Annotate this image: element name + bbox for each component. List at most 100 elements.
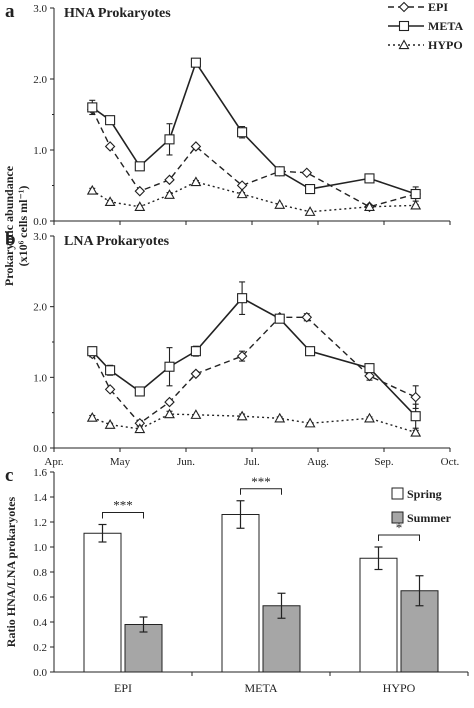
y-tick-label: 0.4 (33, 617, 47, 629)
category-epi: EPI *** (83, 498, 193, 695)
data-point (274, 412, 286, 423)
y-label-line1: Prokaryotic abundance (2, 165, 16, 286)
data-point (410, 188, 421, 200)
data-point (410, 426, 422, 437)
y-tick-label: 3.0 (33, 231, 47, 243)
legend-label: Summer (407, 511, 452, 525)
y-tick-label: 1.4 (33, 492, 47, 504)
data-point (86, 184, 98, 195)
y-tick-label: 0.8 (33, 567, 47, 579)
data-point (364, 412, 375, 423)
category-meta: META *** (221, 474, 331, 695)
significance-bracket (240, 488, 282, 495)
data-point (134, 386, 145, 397)
x-tick-label: May (110, 456, 131, 468)
x-tick-label: META (244, 681, 277, 695)
y-tick-label: 0.0 (33, 443, 47, 455)
panel-title: HNA Prokaryotes (64, 6, 171, 21)
data-point (364, 370, 375, 382)
y-tick-label: 0.0 (33, 667, 47, 679)
data-point (364, 173, 375, 184)
data-point (305, 184, 316, 195)
data-point (236, 188, 248, 199)
x-tick-label: EPI (114, 681, 132, 695)
panel-letter: b (5, 229, 16, 250)
y-tick-label: 1.6 (33, 467, 47, 479)
legend-marker (398, 1, 410, 13)
x-tick-label: Aug. (307, 456, 329, 468)
series-line (91, 109, 416, 208)
y-tick-label: 1.2 (33, 517, 47, 529)
panel-title: LNA Prokaryotes (64, 234, 170, 249)
y-label-text: Ratio HNA/LNA prokaryotes (4, 496, 18, 647)
series-hypo (86, 408, 422, 437)
panel-c: c 0.0 0.2 0.4 0.6 0.8 1.0 1.2 1.4 1.6 Ratio HNA/LN… (4, 465, 469, 695)
data-point (164, 174, 175, 186)
significance-bracket (102, 512, 144, 519)
data-point (190, 57, 201, 68)
data-point (87, 102, 98, 113)
legend: EPI META HYPO (388, 0, 463, 52)
data-point (410, 411, 421, 422)
series-line (91, 316, 416, 425)
data-point (104, 384, 116, 395)
significance-label: *** (251, 474, 271, 489)
data-point (304, 417, 316, 428)
x-tick-label: Oct. (441, 456, 460, 468)
data-point (364, 363, 375, 374)
data-point (104, 419, 116, 429)
x-tick-label: Jul. (244, 456, 260, 468)
y-tick-label: 0.2 (33, 642, 47, 654)
data-point (410, 391, 421, 403)
data-point (190, 141, 202, 152)
series-meta (87, 57, 421, 202)
y-tick-label: 1.0 (33, 372, 47, 384)
panel-letter: a (5, 1, 15, 22)
x-tick-label: Sep. (374, 456, 394, 468)
y-tick-label: 0.6 (33, 592, 47, 604)
data-point (190, 176, 202, 187)
data-point (190, 409, 202, 419)
data-point (301, 311, 313, 323)
data-point (87, 346, 98, 357)
bar-spring (359, 557, 398, 673)
data-point (134, 161, 145, 172)
data-point (274, 313, 285, 324)
x-tick-label: HYPO (383, 681, 416, 695)
data-point (237, 127, 248, 138)
panel-letter: c (5, 465, 13, 486)
data-point (134, 185, 146, 197)
data-point (304, 206, 316, 216)
data-point (134, 201, 146, 211)
data-point (164, 408, 175, 419)
data-point (274, 199, 286, 209)
y-tick-label: 3.0 (33, 3, 47, 15)
data-point (86, 411, 98, 422)
chart-layer: a HNA Prokaryotes 0.0 1.0 2.0 3.0 EPI META HYPO b… (2, 0, 469, 695)
x-tick-label: Apr. (44, 456, 64, 468)
legend-marker (398, 20, 410, 32)
y-label-line2: (x10⁶ cells ml⁻¹) (16, 186, 30, 267)
data-point (104, 141, 116, 152)
data-point (237, 293, 248, 304)
series-line (92, 413, 416, 434)
bar-spring (83, 532, 122, 673)
data-point (190, 368, 202, 380)
data-point (105, 115, 116, 126)
series-hypo (86, 176, 422, 216)
data-point (236, 410, 248, 421)
data-point (104, 196, 116, 206)
significance-label: *** (113, 498, 133, 513)
data-point (164, 189, 175, 199)
data-point (190, 346, 201, 357)
y-tick-label: 0.0 (33, 216, 47, 228)
panel-a: a HNA Prokaryotes 0.0 1.0 2.0 3.0 EPI META HYPO (5, 0, 463, 228)
shared-y-axis-label: Prokaryotic abundance (x10⁶ cells ml⁻¹) (2, 165, 30, 286)
data-point (164, 396, 175, 408)
legend-swatch (391, 487, 404, 500)
legend-label: HYPO (428, 38, 463, 52)
data-point (410, 199, 422, 210)
data-point (274, 166, 285, 177)
legend-label: EPI (428, 0, 448, 14)
series-meta (87, 281, 421, 429)
